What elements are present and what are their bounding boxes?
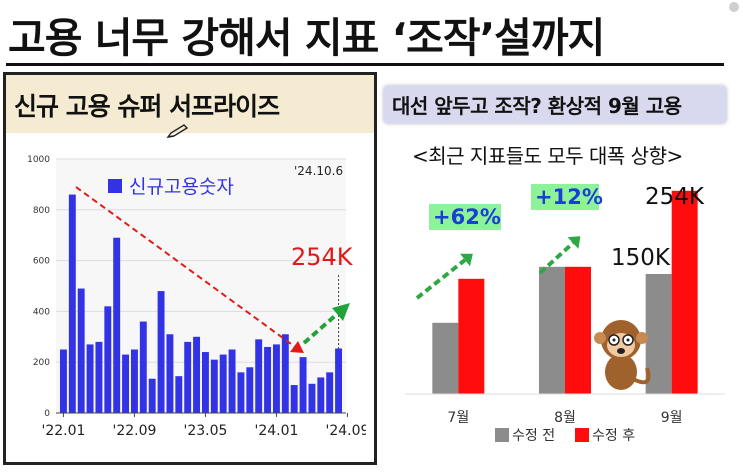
up-arrow-line <box>538 241 575 275</box>
bar <box>565 266 591 394</box>
trend-arrow-head <box>290 341 304 353</box>
bar <box>166 334 174 413</box>
chart-date: '24.10.6 <box>294 164 343 178</box>
left-panel: 신규 고용 슈퍼 서프라이즈 0 200 400 600 800 1000 '22.01 '2… <box>3 72 377 465</box>
monkey-ear <box>636 332 648 344</box>
bar <box>113 237 121 413</box>
y-tick-label: 200 <box>33 358 50 368</box>
bar <box>157 291 165 413</box>
bar <box>281 334 289 413</box>
bar <box>326 372 334 413</box>
bar <box>175 376 183 413</box>
bar <box>299 357 307 413</box>
up-arrow-line <box>302 313 338 345</box>
monkey-pupil <box>626 338 630 342</box>
legend-label: 수정 전 <box>512 428 555 444</box>
bar <box>139 321 147 413</box>
bar <box>219 354 227 413</box>
bar <box>95 341 103 413</box>
annotation-label: +12% <box>535 185 603 209</box>
bar <box>77 288 85 413</box>
bar <box>59 349 67 413</box>
y-tick-label: 1000 <box>27 155 50 165</box>
legend-swatch <box>575 428 589 442</box>
bar <box>68 194 76 413</box>
callout-254k: 254K <box>645 184 705 210</box>
monkey-mascot-icon <box>594 320 651 390</box>
up-arrow-line <box>415 258 467 300</box>
legend-swatch <box>495 428 509 442</box>
bar <box>122 354 130 413</box>
bar <box>308 383 316 413</box>
bar <box>317 377 325 413</box>
bar <box>86 344 94 413</box>
x-tick-label: 8월 <box>554 410 576 426</box>
up-arrow-head <box>332 303 350 321</box>
x-tick-label: 9월 <box>661 410 683 426</box>
x-tick-label: '22.01 <box>41 423 85 439</box>
monkey-body <box>605 354 637 390</box>
left-bar-chart: 0 200 400 600 800 1000 '22.01 '22.09 '23.05 '24.0… <box>27 155 366 439</box>
headline: 고용 너무 강해서 지표 ‘조작’설까지 <box>8 14 605 62</box>
bar <box>237 372 245 413</box>
monkey-mouth <box>617 348 625 354</box>
bar <box>272 344 280 413</box>
bar <box>148 378 156 413</box>
legend-swatch <box>108 179 122 193</box>
pencil-icon <box>166 124 189 138</box>
right-title-highlight <box>384 86 726 123</box>
left-callout-254k: 254K <box>291 243 354 271</box>
right-panel-subtitle: <최근 지표들도 모두 대폭 상향> <box>412 144 683 168</box>
bar <box>193 336 201 413</box>
y-tick-label: 600 <box>33 257 50 267</box>
monkey-tail <box>634 367 651 385</box>
x-tick-label: 7월 <box>447 410 469 426</box>
bar <box>228 349 236 413</box>
x-tick-label: '23.05 <box>183 423 227 439</box>
corner-dot <box>729 2 739 12</box>
bar <box>255 339 263 413</box>
bar <box>130 349 138 413</box>
bar <box>671 190 698 394</box>
callout-150k: 150K <box>611 245 671 271</box>
up-arrow-head <box>567 236 581 249</box>
bar <box>458 278 485 394</box>
bar <box>432 322 459 394</box>
legend-label: 신규고용숫자 <box>129 176 234 198</box>
bar <box>264 346 272 413</box>
plot-area <box>56 159 346 413</box>
bar <box>210 359 218 413</box>
monkey-pupil <box>612 338 616 342</box>
bar <box>184 341 192 413</box>
y-tick-label: 400 <box>33 307 50 317</box>
annotation-highlight <box>429 204 501 230</box>
left-panel-header: 신규 고용 슈퍼 서프라이즈 <box>6 75 374 133</box>
bar <box>539 266 565 394</box>
x-tick-label: '24.09 <box>325 423 366 439</box>
bar <box>290 385 298 413</box>
bar <box>201 352 209 413</box>
x-tick-label: '24.01 <box>254 423 298 439</box>
monkey-ear <box>594 332 606 344</box>
right-bar-chart: 7월 8월 9월 +62% +12% 150K 254K 수정 전 수정 후 <box>405 184 725 444</box>
bar <box>335 348 343 413</box>
x-tick-label: '22.09 <box>112 423 156 439</box>
annotation-label: +62% <box>433 205 501 229</box>
bar <box>246 367 254 413</box>
right-panel-title: 대선 앞두고 조작? 환상적 9월 고용 <box>392 94 682 118</box>
trend-arrow-line <box>75 186 299 350</box>
up-arrow-head <box>460 253 473 267</box>
annotation-highlight <box>531 184 599 210</box>
left-panel-title: 신규 고용 슈퍼 서프라이즈 <box>14 92 280 121</box>
legend-label: 수정 후 <box>592 428 635 444</box>
y-tick-label: 800 <box>33 206 50 216</box>
y-tick-label: 0 <box>44 409 50 419</box>
bar <box>104 306 112 413</box>
headline-rule <box>6 63 724 66</box>
